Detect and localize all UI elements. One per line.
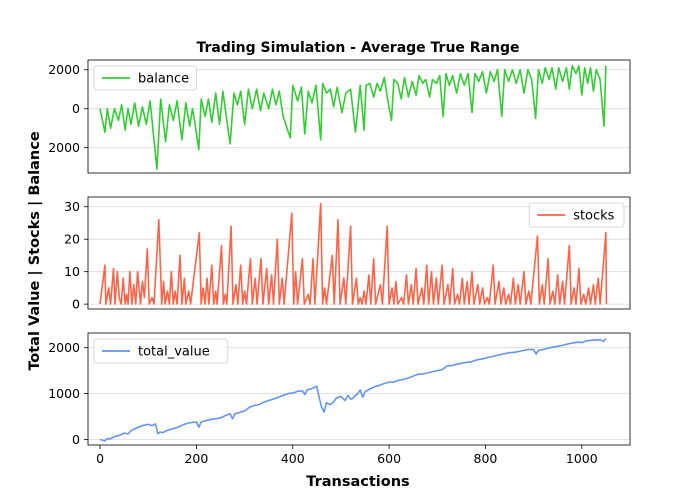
panel-3: 0 1000 2000 total_value 0 200 400 600 800 1000 xyxy=(48,332,631,466)
y-tick-label: 2000 xyxy=(48,62,80,77)
x-tick-label: 1000 xyxy=(566,451,598,466)
series-line-stocks xyxy=(99,202,608,305)
axes-frame xyxy=(87,196,631,310)
y-tick-label: 0 xyxy=(72,432,80,447)
y-tick-label: 2000 xyxy=(48,140,80,155)
legend-label: total_value xyxy=(138,345,210,360)
y-tick-label: 30 xyxy=(64,199,80,214)
x-tick-label: 400 xyxy=(281,451,305,466)
legend-box xyxy=(93,338,229,364)
x-tick-label: 0 xyxy=(96,451,104,466)
y-tick-label: 0 xyxy=(72,101,80,116)
legend-label: stocks xyxy=(573,209,614,224)
y-tick-label: 10 xyxy=(64,264,80,279)
x-tick-label: 600 xyxy=(377,451,401,466)
x-tick-label: 800 xyxy=(474,451,498,466)
axes-frame xyxy=(87,332,631,446)
series-line-total-value xyxy=(99,337,607,442)
chart-title: Trading Simulation - Average True Range xyxy=(196,40,519,56)
legend-label: balance xyxy=(138,72,189,87)
y-tick-label: 2000 xyxy=(48,340,80,355)
y-tick-label: 1000 xyxy=(48,386,80,401)
legend-box xyxy=(93,65,197,91)
x-tick-label: 200 xyxy=(184,451,208,466)
x-axis-label: Transactions xyxy=(306,474,409,490)
y-tick-label: 20 xyxy=(64,232,80,247)
legend-box xyxy=(528,202,625,228)
legend: stocks xyxy=(528,202,625,228)
panel-1: 2000 0 2000 balance xyxy=(48,59,631,174)
legend: balance xyxy=(93,65,197,91)
y-tick-label: 0 xyxy=(72,297,80,312)
axes-frame xyxy=(87,59,631,174)
y-axis-label: Total Value | Stocks | Balance xyxy=(27,131,43,371)
legend: total_value xyxy=(93,338,229,364)
panel-2: 0 10 20 30 stocks xyxy=(64,196,631,312)
series-line-balance xyxy=(99,65,607,170)
